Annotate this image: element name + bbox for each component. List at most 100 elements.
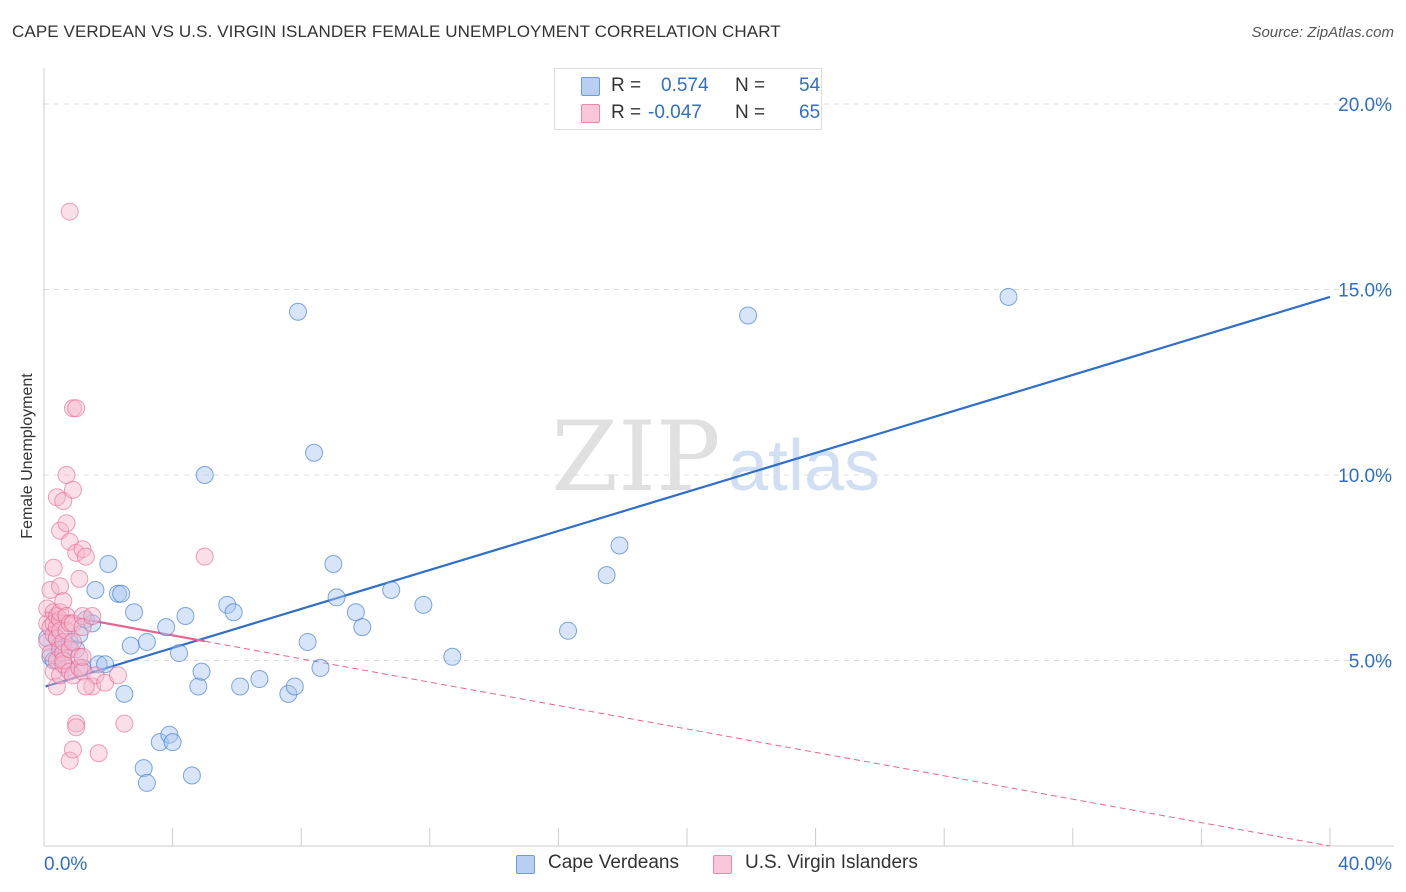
cape-verdean-point	[279, 684, 298, 703]
virgin-islander-point	[67, 718, 86, 737]
source-credit: Source: ZipAtlas.com	[1251, 24, 1394, 41]
cape-verdean-point	[218, 595, 237, 614]
y-tick-label: 10.0%	[1338, 466, 1392, 487]
legend-r-label: R =	[611, 102, 642, 123]
virgin-islander-point	[63, 632, 82, 651]
cape-verdean-point	[327, 588, 346, 607]
trend-line	[45, 611, 205, 643]
cape-verdean-point	[443, 647, 462, 666]
cape-verdean-point	[134, 759, 153, 778]
virgin-islander-point	[51, 666, 70, 685]
virgin-islander-point	[76, 677, 95, 696]
legend-n-label: N =	[735, 75, 766, 96]
virgin-islander-point	[41, 581, 60, 599]
cape-verdean-point	[89, 655, 108, 674]
cape-verdean-point	[298, 632, 317, 651]
legend-swatch-pink	[581, 104, 600, 123]
legend-r-value: 0.574	[661, 75, 709, 96]
virgin-islander-point	[54, 632, 73, 651]
cape-verdean-point	[195, 465, 214, 484]
y-tick-label: 15.0%	[1338, 280, 1392, 301]
x-tick-label: 0.0%	[44, 854, 87, 875]
cape-verdean-point	[414, 595, 433, 614]
tick-labels: 5.0% 10.0% 15.0% 20.0% 0.0% 40.0%	[44, 95, 1392, 875]
cape-verdean-point	[157, 618, 176, 637]
trend-lines	[45, 295, 1331, 847]
cape-verdean-point	[224, 603, 243, 622]
cape-verdean-point	[559, 621, 578, 640]
virgin-islander-point	[63, 614, 82, 633]
virgin-islander-point	[60, 751, 79, 770]
legend-r-label: R =	[611, 75, 642, 96]
legend-n-value: 65	[799, 102, 821, 123]
cape-verdean-point	[288, 302, 307, 321]
virgin-islander-point	[115, 714, 134, 733]
virgin-islander-point	[63, 666, 82, 685]
legend-swatch-blue	[581, 77, 600, 96]
virgin-islander-point	[63, 740, 82, 759]
virgin-islander-point	[63, 480, 82, 499]
virgin-islander-point	[54, 592, 73, 611]
virgin-islander-point	[60, 202, 79, 221]
cape-verdean-point	[382, 581, 401, 599]
cape-verdean-point	[346, 603, 365, 622]
cape-verdean-point	[285, 677, 304, 696]
virgin-islander-point	[89, 744, 108, 763]
series-legend-label: U.S. Virgin Islanders	[745, 852, 918, 873]
virgin-islander-point	[57, 465, 76, 484]
cape-verdean-point	[353, 618, 372, 637]
cape-verdean-point	[610, 536, 629, 555]
virgin-islander-point	[44, 558, 63, 577]
cape-verdean-point	[112, 584, 131, 603]
legend-n-label: N =	[735, 102, 766, 123]
y-tick-label: 20.0%	[1338, 95, 1392, 116]
series-swatch-pink	[713, 855, 732, 874]
cape-verdean-point	[311, 658, 330, 677]
cape-verdean-point	[739, 306, 758, 325]
chart-title: CAPE VERDEAN VS U.S. VIRGIN ISLANDER FEM…	[12, 22, 781, 41]
virgin-islander-point	[57, 514, 76, 533]
trend-line	[45, 295, 1331, 688]
gridlines	[44, 103, 1394, 661]
cape-verdean-point	[121, 636, 140, 655]
cape-verdean-point	[137, 632, 156, 651]
y-tick-label: 5.0%	[1349, 651, 1392, 672]
x-tick-label: 40.0%	[1338, 854, 1392, 875]
cape-verdean-point	[163, 733, 182, 752]
cape-verdean-point	[182, 766, 201, 785]
correlation-legend: R = 0.574 N = 54 R = -0.047 N = 65	[554, 68, 822, 130]
virgin-islander-point	[83, 606, 102, 625]
trend-line-extension	[204, 640, 1331, 847]
cape-verdean-point	[324, 555, 343, 574]
virgin-islander-point	[108, 666, 127, 685]
virgin-islander-point	[195, 547, 214, 566]
watermark-atlas: atlas	[728, 426, 880, 506]
legend-r-value: -0.047	[648, 102, 702, 123]
virgin-islander-point	[73, 647, 92, 666]
cape-verdean-point	[250, 670, 269, 689]
legend-n-value: 54	[799, 75, 821, 96]
cape-verdean-point	[83, 614, 102, 633]
cape-verdean-point	[231, 677, 250, 696]
cape-verdean-point	[137, 773, 156, 792]
cape-verdean-point	[115, 684, 134, 703]
cape-verdean-point	[597, 566, 616, 585]
data-points	[38, 202, 1018, 792]
cape-verdean-point	[170, 644, 189, 663]
cape-verdean-point	[150, 733, 169, 752]
virgin-islander-point	[51, 577, 70, 596]
cape-verdean-point	[176, 606, 195, 625]
virgin-islander-point	[67, 399, 86, 418]
cape-verdean-point	[86, 581, 105, 599]
axes	[43, 68, 1394, 847]
virgin-islander-point	[70, 569, 89, 588]
cape-verdean-point	[305, 443, 324, 462]
series-legend-label: Cape Verdeans	[548, 852, 679, 873]
y-axis-label: Female Unemployment	[19, 373, 36, 539]
cape-verdean-point	[192, 662, 211, 681]
series-swatch-blue	[516, 855, 535, 874]
virgin-islander-point	[76, 547, 95, 566]
cape-verdean-point	[189, 677, 208, 696]
virgin-islander-point	[47, 677, 66, 696]
